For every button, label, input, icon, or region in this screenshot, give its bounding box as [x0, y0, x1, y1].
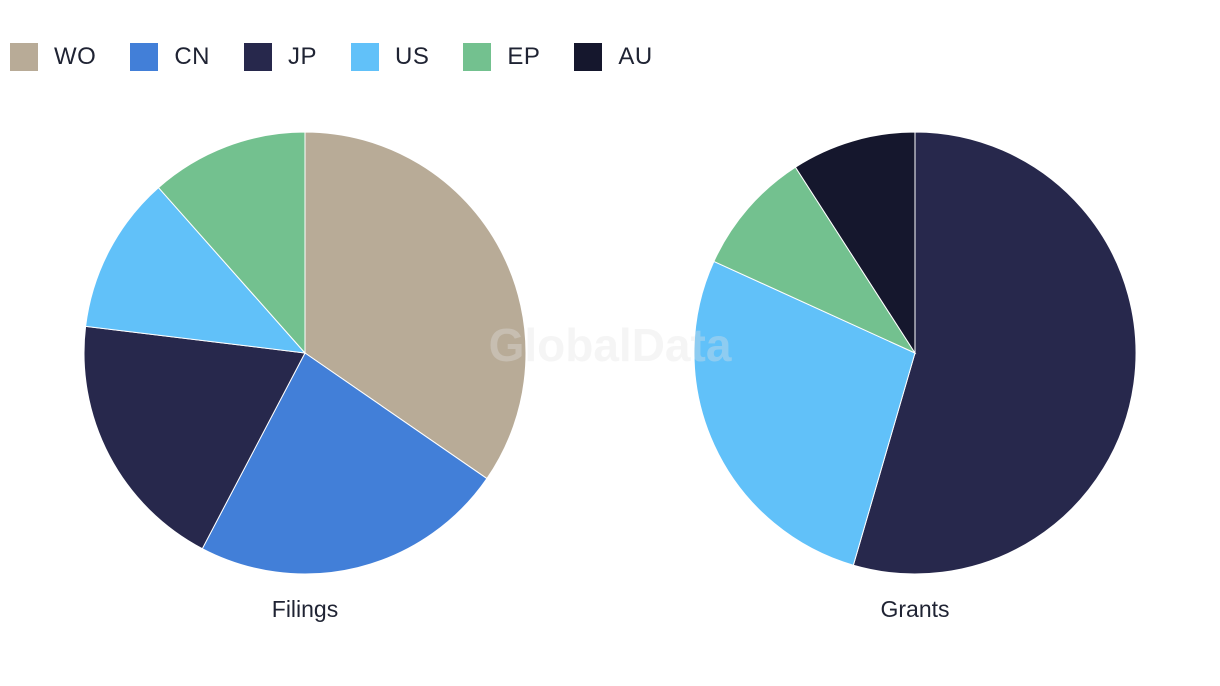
pie-slice-grants-au[interactable] [794, 131, 916, 355]
legend-swatch-ep [463, 43, 492, 71]
pie-title-grants: Grants [880, 596, 949, 622]
legend-label-ep: EP [507, 43, 541, 70]
legend-item-au[interactable]: AU [574, 43, 652, 71]
legend-label-cn: CN [174, 43, 210, 70]
pie-slice-filings-jp[interactable] [83, 325, 306, 550]
pie-slice-filings-cn[interactable] [201, 352, 488, 575]
legend-item-us[interactable]: US [351, 43, 429, 71]
pie-slice-grants-us[interactable] [693, 260, 916, 566]
legend-item-cn[interactable]: CN [130, 43, 210, 71]
legend-label-jp: JP [288, 43, 318, 70]
legend-item-ep[interactable]: EP [463, 43, 540, 71]
pie-slice-grants-jp[interactable] [852, 131, 1137, 575]
legend-label-wo: WO [54, 43, 97, 70]
pie-title-filings: Filings [272, 596, 338, 622]
legend-swatch-au [574, 43, 603, 71]
pie-filings [83, 131, 527, 575]
legend-swatch-cn [130, 43, 159, 71]
pie-slice-filings-wo[interactable] [304, 131, 527, 480]
legend-swatch-us [351, 43, 380, 71]
legend-item-wo[interactable]: WO [10, 43, 96, 71]
pie-slice-filings-ep[interactable] [157, 131, 306, 355]
legend-label-us: US [395, 43, 430, 70]
pie-grants [693, 131, 1137, 575]
legend-item-jp[interactable]: JP [244, 43, 317, 71]
pie-slice-grants-ep[interactable] [713, 166, 917, 355]
legend-swatch-jp [244, 43, 272, 71]
legend-label-au: AU [618, 43, 653, 70]
pie-slice-filings-us[interactable] [85, 186, 307, 354]
legend: WO CN JP US EP AU [10, 42, 687, 72]
legend-swatch-wo [10, 43, 38, 71]
